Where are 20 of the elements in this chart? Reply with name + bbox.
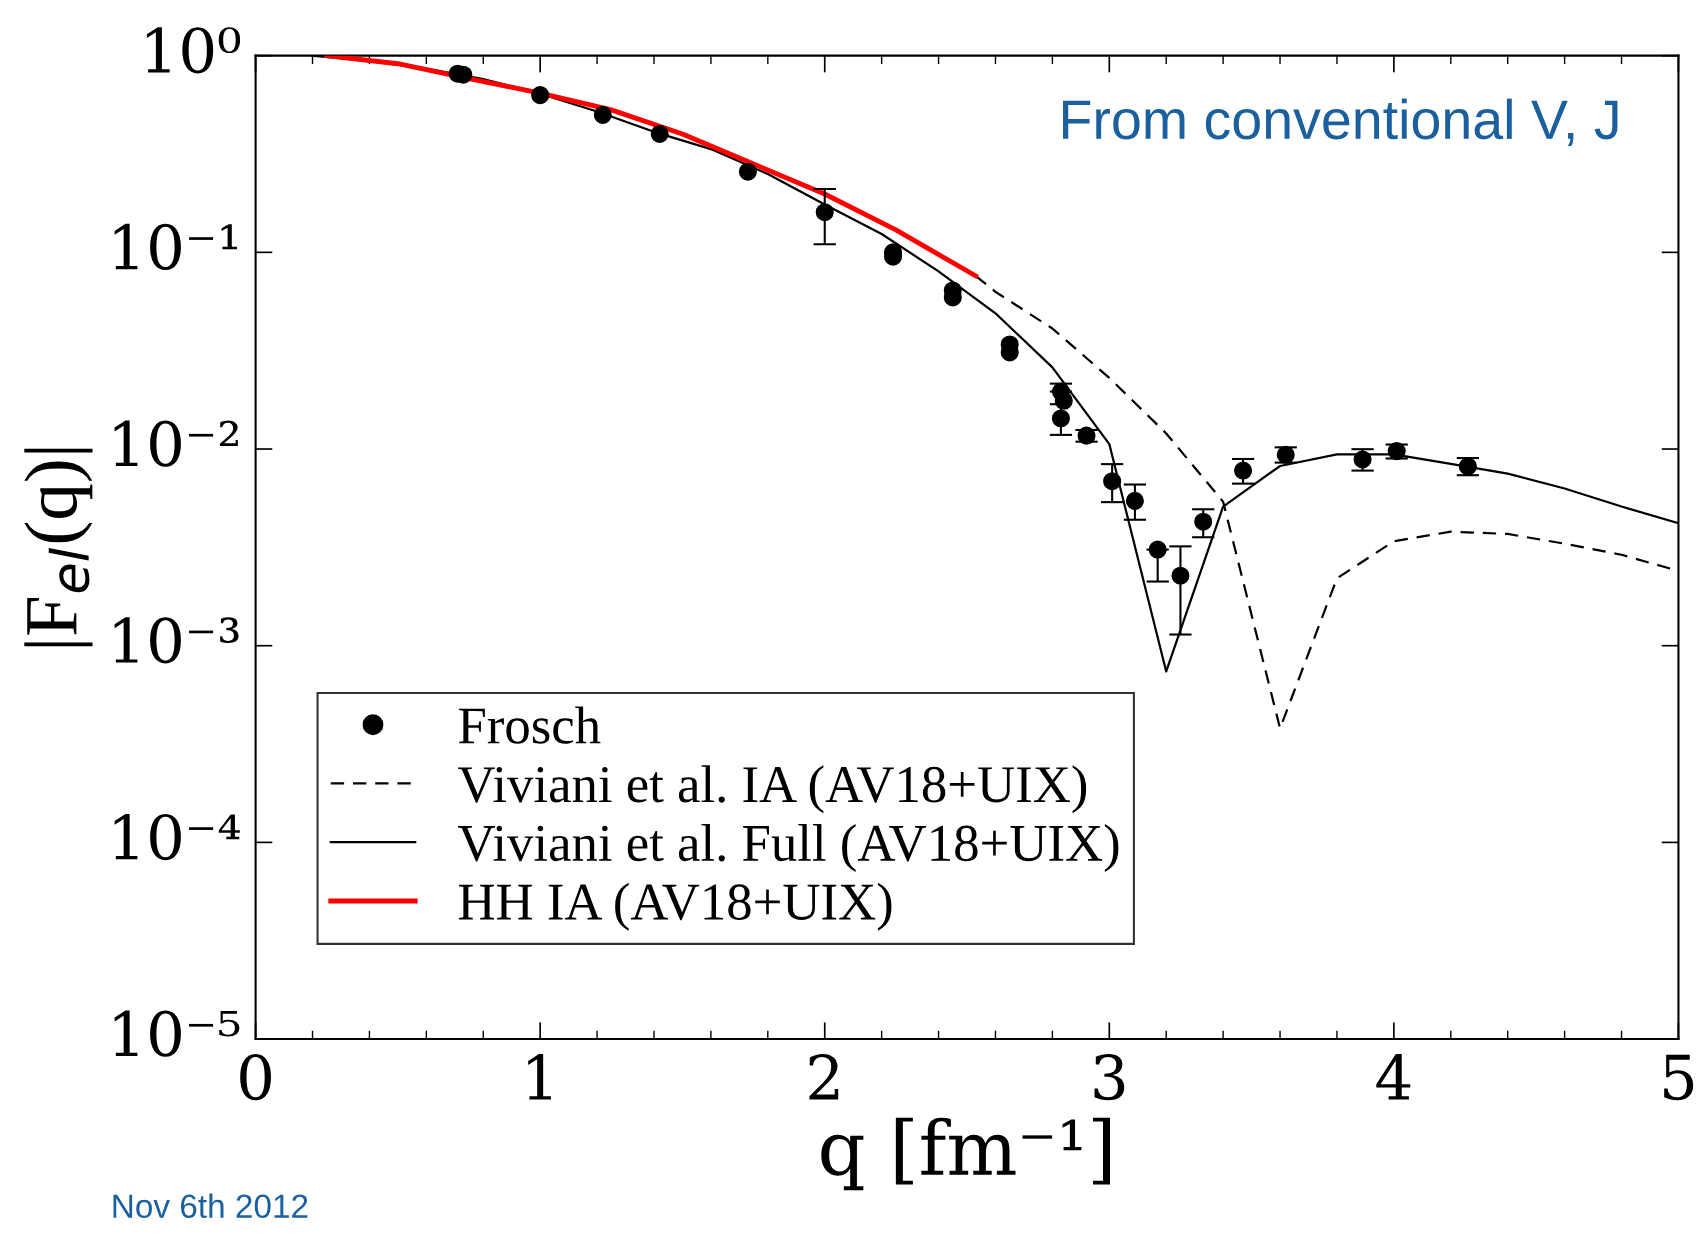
x-axis-title: q [fm⁻¹] (821, 1117, 1111, 1191)
legend-label: HH IA (AV18+UIX) (458, 882, 892, 931)
y-tick-label: 10⁰ (146, 27, 241, 74)
legend-label: Viviani et al. Full (AV18+UIX) (458, 824, 1119, 872)
y-tick-label: 10⁻³ (114, 617, 239, 664)
y-axis-title: |F$_{el}$(q)| (24, 448, 93, 647)
y-tick-label: 10⁻¹ (114, 223, 237, 271)
y-tick-label: 10⁻² (114, 420, 238, 467)
x-tick-label: 3 (1094, 1054, 1125, 1101)
y-tick-label: 10⁻⁴ (114, 813, 240, 861)
legend-label: Frosch (458, 706, 601, 744)
x-tick-label: 2 (809, 1054, 839, 1100)
legend-label: Viviani et al. IA (AV18+UIX) (458, 765, 1087, 814)
annotation: From conventional V, J (1063, 98, 1618, 146)
x-tick-label: 1 (528, 1054, 551, 1100)
text: Nov 6th 2012 (113, 1193, 308, 1219)
x-tick-label: 5 (1664, 1054, 1694, 1101)
y-tick-label: 10⁻⁵ (114, 1010, 240, 1057)
x-tick-label: 0 (240, 1054, 271, 1101)
x-tick-label: 4 (1376, 1054, 1411, 1100)
